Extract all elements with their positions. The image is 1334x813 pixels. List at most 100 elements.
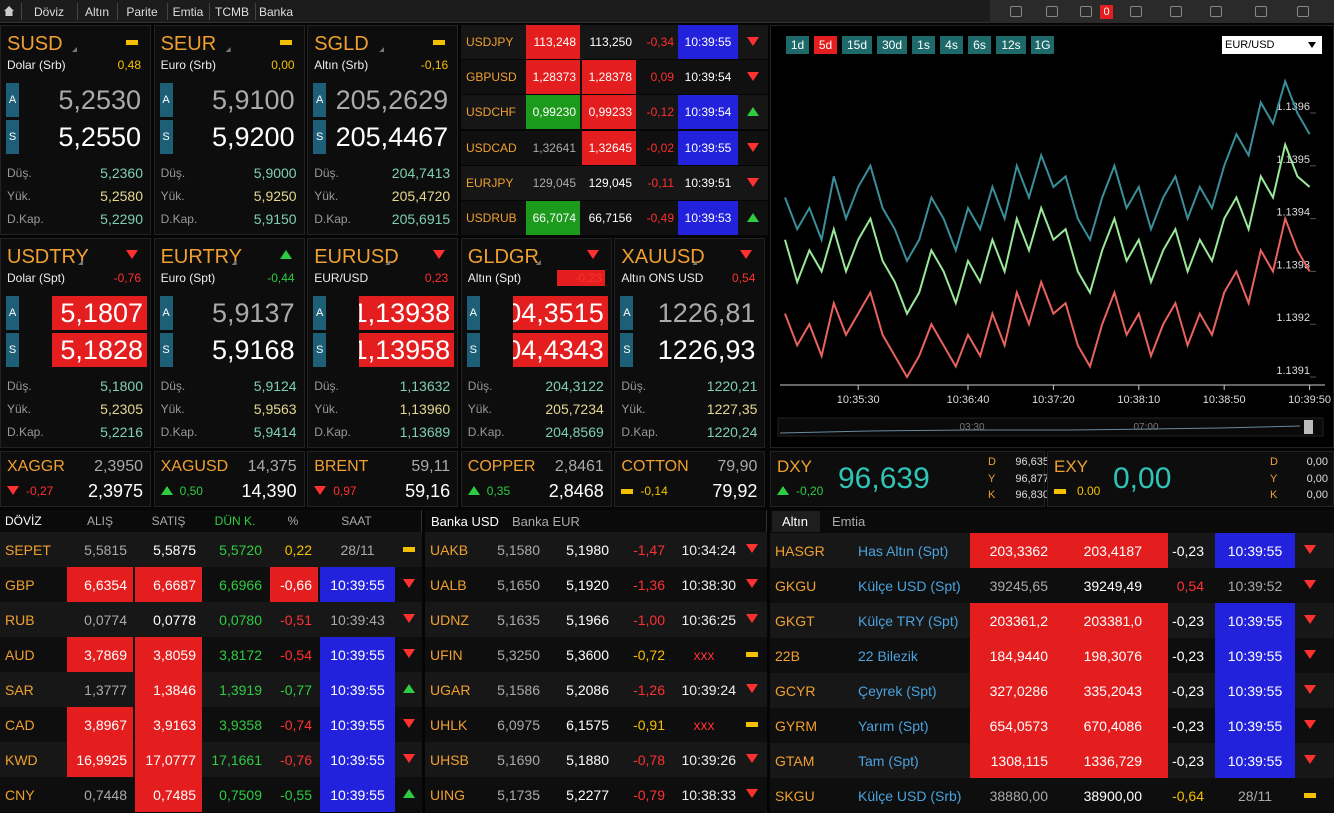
row-time: 10:39:52: [1227, 577, 1283, 594]
row-ask: 38900,00: [1083, 787, 1142, 804]
toolbar-icon[interactable]: [1080, 6, 1092, 17]
row-ask: 203,4187: [1070, 533, 1168, 568]
stat-prev: 204,8569: [545, 424, 604, 440]
toolbar-icon[interactable]: [1210, 6, 1222, 17]
period-button[interactable]: 1G: [1031, 36, 1054, 54]
nav-item[interactable]: Döviz: [33, 4, 64, 19]
x-tick-label: 10:37:20: [1032, 394, 1075, 406]
table-tab[interactable]: Emtia: [832, 513, 866, 529]
x-tick-label: 10:36:40: [947, 394, 990, 406]
parity-ask: 66,7156: [588, 211, 632, 225]
table-row: [425, 777, 767, 812]
arrow-down: [403, 614, 415, 623]
toolbar-icon[interactable]: [1130, 6, 1142, 17]
table-row: [770, 568, 1334, 603]
arrow-down: [403, 754, 415, 763]
parity-change: -0,49: [646, 211, 674, 225]
period-button[interactable]: 5d: [814, 36, 837, 54]
row-bid: 6,6354: [67, 567, 133, 602]
row-code: KWD: [5, 751, 38, 768]
commodity-code: COTTON: [621, 458, 689, 475]
table-tab[interactable]: Banka EUR: [512, 513, 580, 529]
row-bid: 1,3777: [84, 681, 127, 698]
symbol-select[interactable]: [1222, 36, 1322, 54]
arrow-down: [746, 544, 758, 553]
arrow-down: [314, 486, 327, 495]
home-icon[interactable]: [4, 6, 14, 16]
table-tab[interactable]: Banka USD: [431, 513, 499, 529]
tile-name: Dolar (Srb): [7, 58, 66, 72]
nav-item[interactable]: Emtia: [172, 4, 204, 19]
index-change: -0,20: [796, 484, 824, 498]
row-time: 10:36:25: [681, 611, 737, 628]
row-ask: 5,1966: [566, 611, 609, 628]
stat-prev: 1,13689: [399, 424, 451, 440]
row-change: -0,79: [633, 786, 665, 803]
stat-label: D.Kap.: [621, 425, 659, 439]
arrow-down: [403, 649, 415, 658]
row-ask: 5,1880: [566, 751, 609, 768]
stat-label: D.Kap.: [160, 212, 198, 226]
parity-code: USDCHF: [466, 105, 516, 120]
row-change: -1,47: [633, 541, 665, 558]
period-button[interactable]: 4s: [940, 36, 963, 54]
toolbar-icon[interactable]: [1010, 6, 1022, 17]
nav-item[interactable]: Banka: [258, 4, 294, 19]
row-bid: 3,7869: [67, 637, 133, 672]
commodity-last: 79,92: [712, 480, 758, 501]
row-prev: 1,3919: [219, 681, 262, 698]
nav-item[interactable]: TCMB: [215, 4, 249, 19]
period-button[interactable]: 30d: [877, 36, 907, 54]
arrow-up: [777, 486, 789, 495]
commodity-change: -0,27: [26, 484, 54, 498]
row-code: UHLK: [430, 716, 468, 733]
period-button[interactable]: 6s: [968, 36, 991, 54]
toolbar-icon[interactable]: [1297, 6, 1309, 17]
period-button[interactable]: 1d: [786, 36, 809, 54]
nav-item[interactable]: Altın: [84, 4, 109, 19]
tile-ask: 204,4343: [512, 333, 608, 367]
toolbar-icon[interactable]: [1170, 6, 1182, 17]
stat-label: Düş.: [160, 166, 186, 180]
commodity-last: 14,390: [241, 480, 297, 501]
commodity-tile: [0, 451, 151, 507]
row-change: -0,91: [633, 716, 665, 733]
stat-low: 1220,21: [706, 378, 758, 394]
period-button[interactable]: 1s: [912, 36, 935, 54]
period-button[interactable]: 15d: [842, 36, 872, 54]
arrow-up: [403, 789, 415, 798]
side-badge: [159, 120, 173, 154]
index-stat: 0,00: [1306, 489, 1328, 501]
index-tile: [770, 451, 1045, 507]
tile-corner: [535, 260, 541, 265]
row-bid: 3,8967: [67, 707, 133, 742]
toolbar-icon[interactable]: [1046, 6, 1058, 17]
row-change: -0,51: [280, 611, 312, 628]
parity-change: -0,12: [646, 105, 674, 120]
table-tab[interactable]: Altın: [782, 513, 809, 529]
parity-code: USDCAD: [466, 140, 517, 155]
stat-low: 204,3122: [545, 378, 604, 394]
arrow-down: [1304, 755, 1316, 764]
tile-name: EUR/USD: [314, 271, 369, 285]
row-time: 10:39:55: [1215, 673, 1295, 708]
row-ask: 5,5875: [153, 541, 196, 558]
row-bid: 0,0774: [84, 611, 127, 628]
stat-label: D.Kap.: [314, 212, 351, 226]
nav-item[interactable]: Parite: [126, 4, 158, 19]
row-bid: 184,9440: [970, 638, 1070, 673]
row-time: 10:39:55: [320, 742, 395, 777]
stat-label: Düş.: [160, 379, 186, 393]
row-change: -0,64: [1172, 787, 1204, 804]
quote-tile: [307, 25, 459, 235]
toolbar-icon[interactable]: [1255, 6, 1267, 17]
row-name: Tam (Spt): [858, 752, 919, 769]
index-stat: 0,00: [1306, 456, 1328, 468]
commodity-prev: 59,11: [411, 458, 451, 475]
arrow-up: [747, 213, 759, 222]
period-button[interactable]: 12s: [996, 36, 1026, 54]
arrow-up: [403, 684, 415, 693]
arrow-down: [1304, 720, 1316, 729]
price-line: [784, 78, 1311, 264]
row-code: UING: [430, 786, 465, 803]
